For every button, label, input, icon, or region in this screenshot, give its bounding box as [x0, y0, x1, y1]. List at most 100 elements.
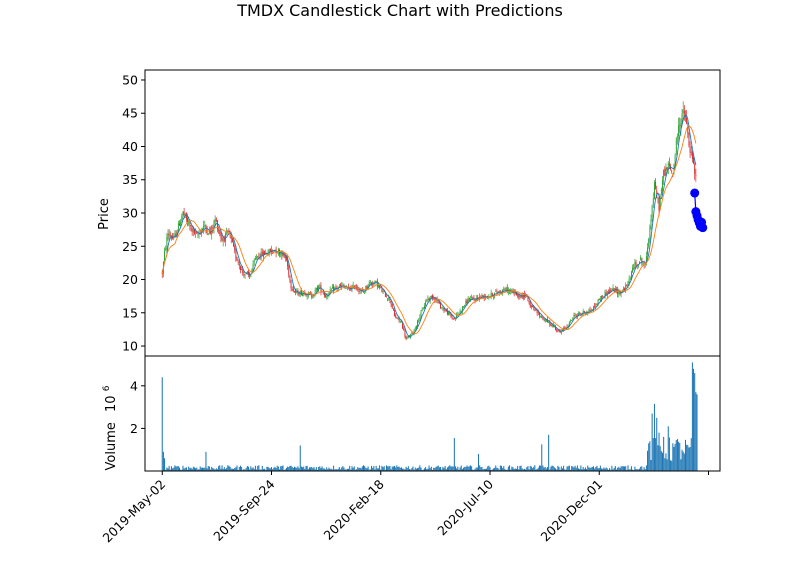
- candle-body: [306, 295, 308, 297]
- candle: [234, 242, 236, 254]
- candle-body: [171, 237, 172, 239]
- candle-body: [286, 256, 287, 260]
- candle: [595, 303, 597, 310]
- volume-bar: [273, 467, 275, 471]
- volume-bar: [161, 377, 163, 471]
- volume-bar: [236, 465, 238, 471]
- volume-bar: [643, 467, 645, 471]
- candle-body: [664, 168, 666, 176]
- x-tick-label: 2020-Jul-10: [434, 476, 496, 538]
- volume-bar: [302, 467, 304, 471]
- volume-bar: [544, 467, 546, 471]
- volume-y-ticks: 24: [130, 378, 145, 436]
- volume-bar: [604, 468, 606, 471]
- candle: [179, 220, 180, 226]
- candle: [259, 253, 261, 260]
- volume-bar: [642, 469, 644, 471]
- candle-body: [434, 297, 436, 300]
- candle: [652, 192, 654, 208]
- volume-bar: [241, 467, 243, 471]
- candle-body: [691, 152, 693, 159]
- volume-bar: [595, 467, 597, 471]
- volume-bar: [425, 467, 427, 471]
- volume-bar: [234, 468, 236, 471]
- volume-bar: [333, 465, 335, 471]
- price-y-axis-label: Price: [97, 198, 112, 230]
- candle-body: [335, 286, 337, 288]
- candle-body: [249, 274, 251, 277]
- volume-bar: [417, 468, 419, 471]
- volume-bar: [668, 437, 670, 471]
- volume-bar: [342, 466, 344, 471]
- candle: [441, 307, 443, 310]
- volume-bar: [351, 466, 353, 471]
- candle-body: [463, 306, 464, 307]
- candle-body: [539, 312, 540, 316]
- volume-scale-label: 10: [104, 395, 119, 412]
- volume-bar: [576, 465, 578, 471]
- volume-bar: [251, 468, 253, 471]
- candle: [540, 315, 542, 318]
- volume-bar: [285, 467, 287, 471]
- candle: [520, 294, 522, 298]
- candle-body: [471, 297, 473, 299]
- candle: [169, 231, 171, 237]
- candle: [437, 299, 439, 304]
- candle: [205, 224, 207, 234]
- candle: [641, 257, 643, 266]
- volume-bar: [394, 465, 396, 471]
- candle-body: [482, 295, 484, 297]
- volume-bar: [329, 468, 331, 471]
- candle: [338, 283, 340, 288]
- candle: [198, 229, 200, 239]
- candle-body: [642, 262, 644, 264]
- volume-bar: [205, 451, 207, 471]
- volume-bar: [602, 468, 604, 471]
- candle-body: [411, 332, 413, 334]
- candle-body: [610, 289, 612, 292]
- volume-bar: [566, 466, 568, 471]
- volume-bar: [360, 468, 362, 471]
- volume-bar: [650, 460, 652, 471]
- volume-y-axis-label: Volume 10 6: [102, 385, 119, 470]
- volume-bar: [327, 469, 329, 471]
- volume-bar: [517, 466, 519, 471]
- candle-body: [345, 288, 347, 289]
- volume-bar: [227, 465, 229, 471]
- candle: [182, 211, 184, 220]
- volume-bar: [359, 467, 361, 471]
- volume-bar: [296, 467, 298, 471]
- candle: [640, 255, 642, 261]
- volume-bar: [178, 467, 181, 471]
- volume-bar: [184, 467, 186, 471]
- candle-body: [589, 309, 591, 311]
- candle: [588, 308, 590, 314]
- candle: [399, 320, 401, 324]
- candle-body: [657, 198, 659, 199]
- candle-body: [543, 318, 545, 320]
- volume-bar: [444, 465, 446, 471]
- volume-bar: [446, 467, 448, 471]
- volume-bar: [652, 438, 654, 471]
- volume-bar: [210, 469, 212, 471]
- candle-body: [598, 298, 600, 301]
- candle-body: [626, 285, 628, 287]
- volume-bar: [264, 468, 266, 471]
- volume-bar: [213, 468, 215, 471]
- volume-bar: [253, 468, 255, 471]
- candle-body: [322, 292, 324, 294]
- candle: [335, 284, 337, 291]
- candle: [686, 110, 688, 125]
- volume-bar: [334, 469, 336, 471]
- volume-bar: [481, 466, 483, 471]
- candle: [404, 328, 406, 339]
- candle-body: [252, 263, 254, 271]
- volume-tick-label: 2: [130, 421, 138, 436]
- candle-body: [177, 223, 179, 232]
- candle: [174, 230, 176, 238]
- volume-bar: [619, 468, 621, 471]
- volume-bar: [442, 466, 444, 471]
- volume-plot-frame: [144, 355, 721, 472]
- volume-bar: [683, 453, 685, 471]
- candle-body: [496, 291, 498, 293]
